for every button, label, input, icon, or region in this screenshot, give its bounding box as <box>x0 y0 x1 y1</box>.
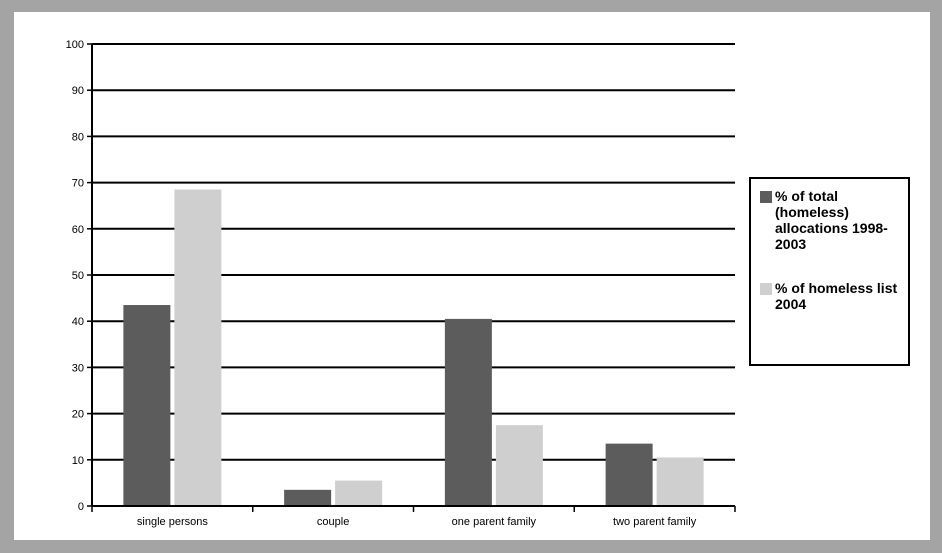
x-category-label: couple <box>317 516 349 528</box>
x-category-label: one parent family <box>452 516 537 528</box>
legend-label-series-1: % of total (homeless) allocations 1998-2… <box>775 188 888 252</box>
bar-series-1 <box>605 443 653 506</box>
legend-item-series-1: % of total (homeless) allocations 1998-2… <box>760 188 900 252</box>
axes <box>87 43 736 512</box>
y-tick-label: 0 <box>78 501 84 513</box>
y-tick-label: 50 <box>72 270 84 282</box>
axis-labels: 0 10 20 30 40 50 60 70 80 90 100 single persons coup… <box>66 39 697 528</box>
y-tick-label: 30 <box>72 362 84 374</box>
bar-series-2 <box>495 425 543 506</box>
bar-series-2 <box>174 189 222 506</box>
legend: % of total (homeless) allocations 1998-2… <box>749 177 910 366</box>
bar-series-1 <box>444 318 492 506</box>
y-tick-label: 100 <box>66 39 84 51</box>
bars <box>123 189 704 506</box>
y-tick-label: 60 <box>72 224 84 236</box>
bar-series-2 <box>656 457 704 506</box>
y-tick-label: 70 <box>72 178 84 190</box>
bar-series-1 <box>284 489 332 506</box>
y-tick-label: 90 <box>72 85 84 97</box>
y-tick-label: 80 <box>72 131 84 143</box>
legend-label-series-2: % of homeless list 2004 <box>775 280 898 312</box>
y-tick-label: 40 <box>72 316 84 328</box>
legend-swatch-series-2 <box>760 283 772 295</box>
legend-swatch-series-1 <box>760 191 772 203</box>
bar-series-1 <box>123 305 171 506</box>
legend-item-series-2: % of homeless list 2004 <box>760 280 900 312</box>
y-tick-label: 20 <box>72 409 84 421</box>
bar-series-2 <box>335 480 383 506</box>
x-category-label: single persons <box>137 516 208 528</box>
x-category-label: two parent family <box>613 516 697 528</box>
y-tick-label: 10 <box>72 455 84 467</box>
